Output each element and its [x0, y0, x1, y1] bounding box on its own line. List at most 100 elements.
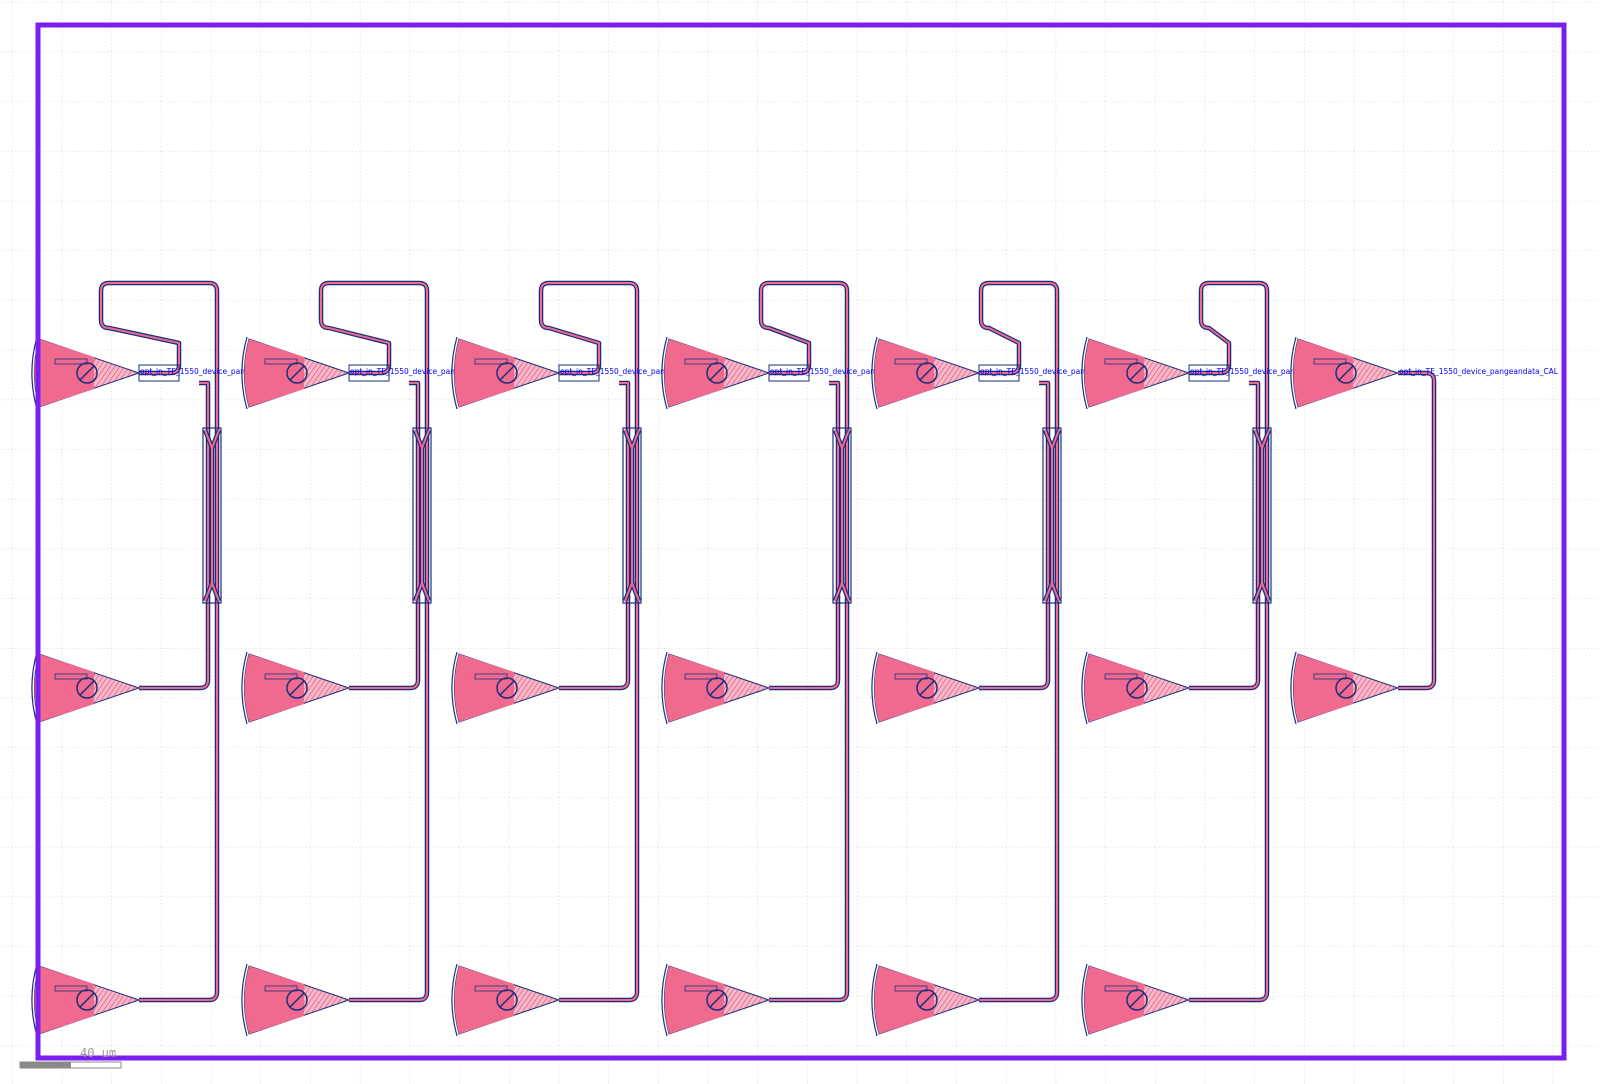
- grating-core: [454, 966, 514, 1034]
- mzi-short-arm: [1189, 382, 1259, 689]
- devices-layer: opt_in_TE_1550_device_pangeandata_MZI1 op…: [31, 280, 1559, 1037]
- grating-marker-slash: [79, 365, 95, 381]
- grating-text-block: [264, 358, 298, 365]
- device-mzi6: opt_in_TE_1550_device_pangeandata_MZI6: [1081, 280, 1353, 1037]
- grating-coupler-mid: [871, 651, 981, 725]
- grating-coupler-bottom: [451, 963, 561, 1037]
- grating-marker-slash: [919, 365, 935, 381]
- grating-core: [1293, 654, 1353, 722]
- grating-text-block: [894, 673, 928, 680]
- grating-text-block: [1104, 673, 1138, 680]
- grating-marker-slash: [919, 992, 935, 1008]
- grating-arc: [241, 651, 248, 725]
- mzi-short-arm: [559, 382, 629, 689]
- grating-arc: [451, 336, 458, 410]
- grating-marker-slash: [919, 680, 935, 696]
- grating-arc: [451, 963, 458, 1037]
- grating-text-block: [684, 985, 718, 992]
- grating-marker-slash: [499, 992, 515, 1008]
- grating-core: [1084, 339, 1144, 407]
- device-mzi5: opt_in_TE_1550_device_pangeandata_MZI5: [871, 280, 1143, 1037]
- grating-text-block: [474, 673, 508, 680]
- grating-marker-slash: [709, 992, 725, 1008]
- device-label: opt_in_TE_1550_device_pangeandata_MZI1: [140, 367, 303, 376]
- device-mzi2: opt_in_TE_1550_device_pangeandata_MZI2: [241, 280, 513, 1037]
- grating-arc: [661, 963, 668, 1037]
- grating-text-block: [54, 358, 88, 365]
- scale-bar-label: 40 um: [80, 1046, 116, 1060]
- cal-loopback: [1398, 372, 1435, 689]
- grating-coupler-mid: [451, 651, 561, 725]
- grating-text-block: [1313, 358, 1347, 365]
- grating-coupler-top: [1081, 336, 1191, 410]
- floorplan-boundary: [35, 22, 1567, 1061]
- scale-bar-fill: [20, 1062, 71, 1068]
- grating-marker-slash: [709, 365, 725, 381]
- grating-coupler-top: [1290, 336, 1400, 410]
- grating-text-block: [54, 673, 88, 680]
- grating-arc: [871, 651, 878, 725]
- grating-arc: [661, 336, 668, 410]
- device-cal: opt_in_TE_1550_device_pangeandata_CAL: [1290, 336, 1559, 725]
- grating-arc: [1290, 336, 1297, 410]
- device-label: opt_in_TE_1550_device_pangeandata_MZI4: [770, 367, 933, 376]
- scale-bar: 40 um: [19, 1046, 122, 1069]
- mzi-splitter-box: [622, 427, 642, 604]
- grating-coupler-mid: [661, 651, 771, 725]
- grating-core: [874, 966, 934, 1034]
- grating-coupler-top: [661, 336, 771, 410]
- grating-core: [34, 966, 94, 1034]
- grating-coupler-mid: [241, 651, 351, 725]
- grating-marker-slash: [709, 680, 725, 696]
- grating-arc: [241, 336, 248, 410]
- grating-text-block: [264, 673, 298, 680]
- grating-arc: [451, 651, 458, 725]
- grating-core: [874, 339, 934, 407]
- grating-core: [244, 339, 304, 407]
- grating-core: [664, 339, 724, 407]
- grating-core: [454, 654, 514, 722]
- grating-core: [34, 339, 94, 407]
- grating-marker-slash: [1338, 680, 1354, 696]
- grating-arc: [871, 963, 878, 1037]
- grating-arc: [661, 651, 668, 725]
- mzi-short-arm: [979, 382, 1049, 689]
- grating-core: [874, 654, 934, 722]
- grating-marker-slash: [1129, 365, 1145, 381]
- device-label: opt_in_TE_1550_device_pangeandata_MZI2: [350, 367, 513, 376]
- grating-text-block: [1104, 358, 1138, 365]
- mzi-short-arm: [769, 382, 839, 689]
- mzi-splitter-box: [202, 427, 222, 604]
- grating-coupler-bottom: [241, 963, 351, 1037]
- grating-marker-slash: [1338, 365, 1354, 381]
- mzi-splitter-box: [412, 427, 432, 604]
- grating-text-block: [474, 985, 508, 992]
- grating-core: [664, 654, 724, 722]
- device-mzi3: opt_in_TE_1550_device_pangeandata_MZI3: [451, 280, 723, 1037]
- mzi-splitter-box: [1042, 427, 1062, 604]
- grating-coupler-bottom: [1081, 963, 1191, 1037]
- grating-text-block: [894, 985, 928, 992]
- grating-marker-slash: [289, 680, 305, 696]
- grating-coupler-bottom: [661, 963, 771, 1037]
- grating-marker-slash: [499, 680, 515, 696]
- grating-core: [244, 966, 304, 1034]
- grating-coupler-top: [871, 336, 981, 410]
- grating-marker-slash: [499, 365, 515, 381]
- device-label: opt_in_TE_1550_device_pangeandata_CAL: [1399, 367, 1559, 376]
- grating-arc: [1081, 963, 1088, 1037]
- grating-arc: [871, 336, 878, 410]
- grating-coupler-top: [451, 336, 561, 410]
- grating-marker-slash: [79, 992, 95, 1008]
- mzi-splitter-box: [832, 427, 852, 604]
- grating-core: [1084, 654, 1144, 722]
- mzi-splitter-box: [1252, 427, 1272, 604]
- device-label: opt_in_TE_1550_device_pangeandata_MZI5: [980, 367, 1143, 376]
- grating-arc: [241, 963, 248, 1037]
- grating-coupler-mid: [1290, 651, 1400, 725]
- grating-arc: [1081, 336, 1088, 410]
- grating-core: [244, 654, 304, 722]
- grating-marker-slash: [289, 992, 305, 1008]
